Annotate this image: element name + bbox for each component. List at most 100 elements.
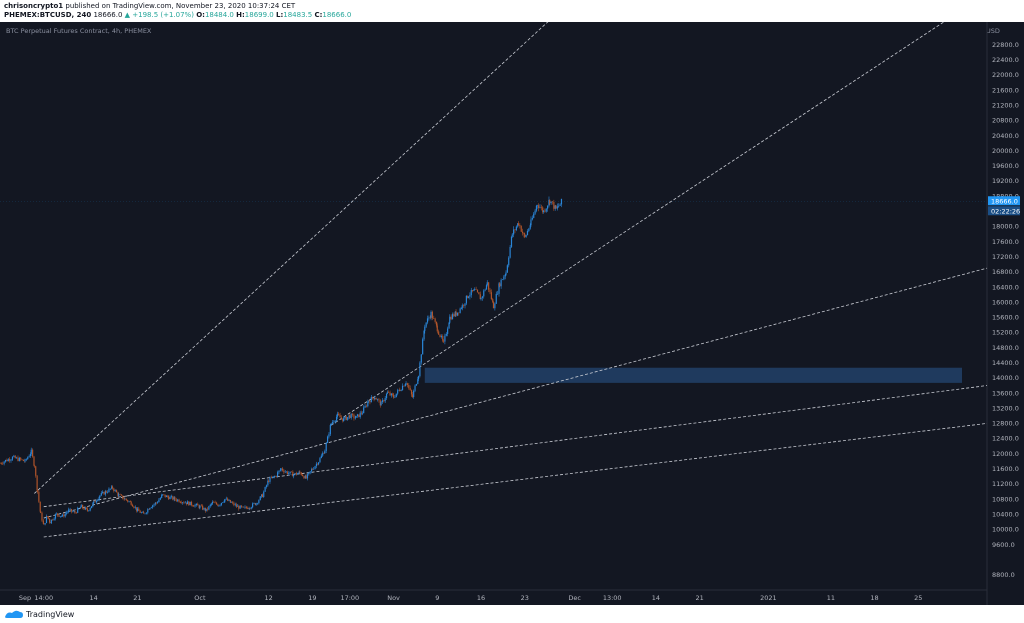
candle-body <box>186 502 188 505</box>
candle-body <box>536 205 538 206</box>
candle-body <box>431 311 434 319</box>
open-label: O: <box>196 11 205 19</box>
candle-body <box>303 476 305 479</box>
candle-body <box>272 476 274 478</box>
candle-body <box>70 509 73 512</box>
candle-body <box>340 417 343 419</box>
candle-body <box>474 289 476 290</box>
candle-body <box>50 519 52 524</box>
price-tick-label: 21200.0 <box>992 102 1019 110</box>
tradingview-logo-icon[interactable] <box>4 609 24 619</box>
candle-body <box>229 500 231 503</box>
candle-body <box>129 501 132 502</box>
time-tick-label: 11 <box>827 594 835 602</box>
candle-body <box>533 213 535 218</box>
candle-body <box>32 449 34 457</box>
candle-body <box>469 295 471 297</box>
candle-body <box>100 492 102 496</box>
price-tick-label: 12400.0 <box>992 435 1019 443</box>
candle-body <box>204 508 206 511</box>
candle-body <box>92 502 94 507</box>
candle-body <box>81 504 84 508</box>
candle-body <box>376 399 379 400</box>
candle-body <box>309 471 311 473</box>
candle-body <box>367 401 369 407</box>
price-change: ▲ +198.5 (+1.07%) <box>124 11 194 19</box>
candle-body <box>388 392 390 393</box>
candle-body <box>422 339 424 355</box>
candle-body <box>478 292 480 295</box>
price-tick-label: 12000.0 <box>992 450 1019 458</box>
candle-body <box>463 305 465 306</box>
candle-body <box>93 501 95 503</box>
candle-body <box>202 505 204 510</box>
trendlines-layer <box>34 22 988 538</box>
candle-body <box>108 488 110 493</box>
candle-body <box>548 199 550 206</box>
candle-body <box>65 512 68 514</box>
low-value: 18483.5 <box>283 11 313 19</box>
candle-body <box>484 289 486 291</box>
last-price-label: 18666.0 <box>991 197 1018 205</box>
candle-body <box>499 283 501 287</box>
publish-header: chrisoncrypto1 published on TradingView.… <box>0 0 1024 22</box>
candle-body <box>3 461 5 464</box>
candle-body <box>398 389 400 391</box>
candle-body <box>425 322 427 327</box>
candle-body <box>159 497 161 500</box>
candle-body <box>256 503 259 504</box>
price-axis[interactable]: 8800.0 9600.0 10000.0 10400.0 10800.0 11200.0… <box>992 41 1019 579</box>
candle-body <box>504 274 506 277</box>
candle-body <box>544 210 546 212</box>
candle-body <box>442 336 444 341</box>
candle-body <box>161 494 164 496</box>
candle-body <box>410 390 413 395</box>
candle-body <box>472 290 474 291</box>
candle-body <box>44 523 46 525</box>
candle-body <box>500 279 502 287</box>
candle-body <box>506 265 508 273</box>
candle-body <box>240 505 243 507</box>
candle-body <box>49 522 51 524</box>
brand-name[interactable]: TradingView <box>26 610 75 619</box>
candle-body <box>72 511 74 513</box>
candle-body <box>438 331 440 335</box>
candle-body <box>334 420 336 422</box>
candle-body <box>195 503 198 505</box>
candle-body <box>311 469 313 470</box>
candle-body <box>381 400 384 403</box>
candle-body <box>361 413 363 414</box>
chart-panel[interactable]: BTC Perpetual Futures Contract, 4h, PHEM… <box>0 22 1024 605</box>
candle-body <box>33 456 35 466</box>
candle-body <box>269 477 271 482</box>
author-name[interactable]: chrisoncrypto1 <box>4 2 64 10</box>
candle-body <box>417 376 420 380</box>
candle-body <box>138 508 140 512</box>
candle-body <box>43 523 45 525</box>
candle-body <box>426 318 429 323</box>
price-tick-label: 10800.0 <box>992 495 1019 503</box>
candle-body <box>208 506 210 510</box>
candle-body <box>375 398 377 400</box>
candle-body <box>364 405 366 408</box>
close-value: 18666.0 <box>322 11 352 19</box>
candle-body <box>267 480 269 486</box>
candle-body <box>350 413 352 418</box>
candle-body <box>97 499 99 502</box>
candle-body <box>192 505 194 507</box>
candle-body <box>538 205 540 209</box>
price-tick-label: 17200.0 <box>992 253 1019 261</box>
time-axis[interactable]: Sep 14:00 14 21 Oct 12 19 17:00 Nov 9 16 23 Dec 13:00… <box>19 594 923 602</box>
candle-body <box>0 463 2 464</box>
price-chart[interactable]: BTC Perpetual Futures Contract, 4h, PHEM… <box>0 22 1024 605</box>
candle-body <box>98 496 100 500</box>
candle-body <box>511 234 513 237</box>
candle-body <box>215 502 218 505</box>
candle-body <box>63 514 65 517</box>
candle-body <box>553 202 555 209</box>
candle-body <box>515 226 517 230</box>
candle-body <box>103 491 105 495</box>
price-tick-label: 11600.0 <box>992 465 1019 473</box>
candle-body <box>535 205 538 211</box>
time-tick-label: 13:00 <box>603 594 622 602</box>
